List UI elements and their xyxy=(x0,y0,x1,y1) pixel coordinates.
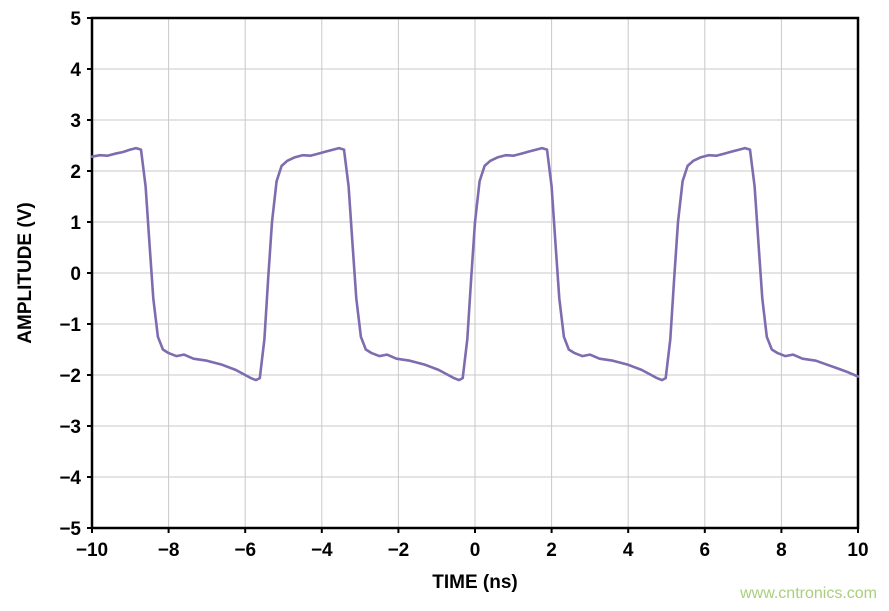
y-tick-label: 4 xyxy=(70,60,81,81)
x-tick-label: 6 xyxy=(700,540,711,561)
x-tick-label: −4 xyxy=(311,540,333,561)
x-tick-label: 4 xyxy=(623,540,634,561)
x-tick-label: −8 xyxy=(158,540,180,561)
y-tick-label: 5 xyxy=(70,9,81,30)
x-tick-label: 8 xyxy=(776,540,787,561)
x-tick-label: 10 xyxy=(847,540,868,561)
y-axis-title: AMPLITUDE (V) xyxy=(15,202,36,344)
y-tick-label: −1 xyxy=(59,315,81,336)
x-axis-title: TIME (ns) xyxy=(432,572,518,593)
y-tick-label: 3 xyxy=(70,111,81,132)
y-tick-label: 0 xyxy=(70,264,81,285)
x-tick-label: 2 xyxy=(546,540,557,561)
x-tick-label: 0 xyxy=(470,540,481,561)
x-tick-label: −6 xyxy=(234,540,256,561)
y-tick-label: −3 xyxy=(59,417,81,438)
waveform-trace xyxy=(90,146,860,382)
watermark-text: www.cntronics.com xyxy=(740,585,877,602)
y-tick-label: −5 xyxy=(59,519,81,540)
y-tick-label: 2 xyxy=(70,162,81,183)
y-tick-label: −4 xyxy=(59,468,81,489)
y-tick-label: −2 xyxy=(59,366,81,387)
x-tick-label: −2 xyxy=(388,540,410,561)
y-tick-label: 1 xyxy=(70,213,81,234)
x-tick-label: −10 xyxy=(76,540,108,561)
